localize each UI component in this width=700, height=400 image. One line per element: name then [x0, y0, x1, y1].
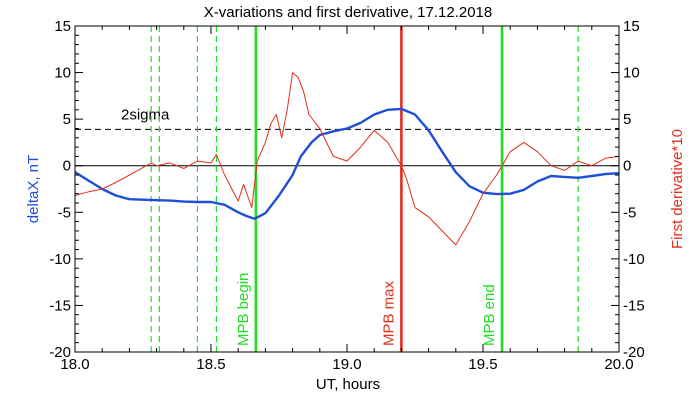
left-tick-label: -20 — [49, 344, 71, 361]
marker-label-mpb-begin: MPB begin — [235, 273, 252, 346]
left-tick-label: 15 — [54, 18, 71, 35]
right-tick-label: -5 — [623, 204, 636, 221]
right-tick-label: 15 — [623, 18, 640, 35]
left-axis: -20 -15 -10 -5 0 5 10 15 — [49, 18, 83, 361]
right-tick-label: -20 — [623, 344, 645, 361]
left-tick-label: -10 — [49, 251, 71, 268]
right-tick-label: 0 — [623, 158, 631, 175]
x-tick-label: 18.5 — [196, 356, 225, 373]
bottom-axis: 18.0 18.5 19.0 19.5 20.0 — [60, 26, 634, 373]
left-tick-label: 5 — [63, 111, 71, 128]
left-tick-label: -5 — [58, 204, 71, 221]
left-tick-label: 0 — [63, 158, 71, 175]
series-derivative-line — [74, 72, 620, 246]
x-tick-label: 20.0 — [604, 356, 633, 373]
sigma-label: 2sigma — [121, 106, 170, 123]
left-tick-label: 10 — [54, 65, 71, 82]
right-tick-label: 5 — [623, 111, 631, 128]
y-axis-label-right: First derivative*10 — [669, 129, 686, 249]
plot-content: 2sigma MPB begin MPB max MPB end — [74, 26, 620, 352]
right-tick-label: -10 — [623, 251, 645, 268]
y-axis-label-left: deltaX, nT — [25, 155, 42, 223]
x-tick-label: 19.5 — [468, 356, 497, 373]
marker-label-mpb-end: MPB end — [481, 284, 498, 346]
x-tick-label: 19.0 — [332, 356, 361, 373]
left-tick-label: -15 — [49, 297, 71, 314]
right-axis: -20 -15 -10 -5 0 5 10 15 — [611, 18, 645, 361]
series-deltax-line — [74, 107, 620, 221]
x-tick-label: 18.0 — [60, 356, 89, 373]
right-tick-label: 10 — [623, 65, 640, 82]
right-tick-label: -15 — [623, 297, 645, 314]
x-axis-label: UT, hours — [316, 376, 380, 393]
chart-title: X-variations and first derivative, 17.12… — [204, 4, 493, 21]
marker-label-mpb-max: MPB max — [380, 280, 397, 346]
plot-frame — [74, 25, 620, 353]
